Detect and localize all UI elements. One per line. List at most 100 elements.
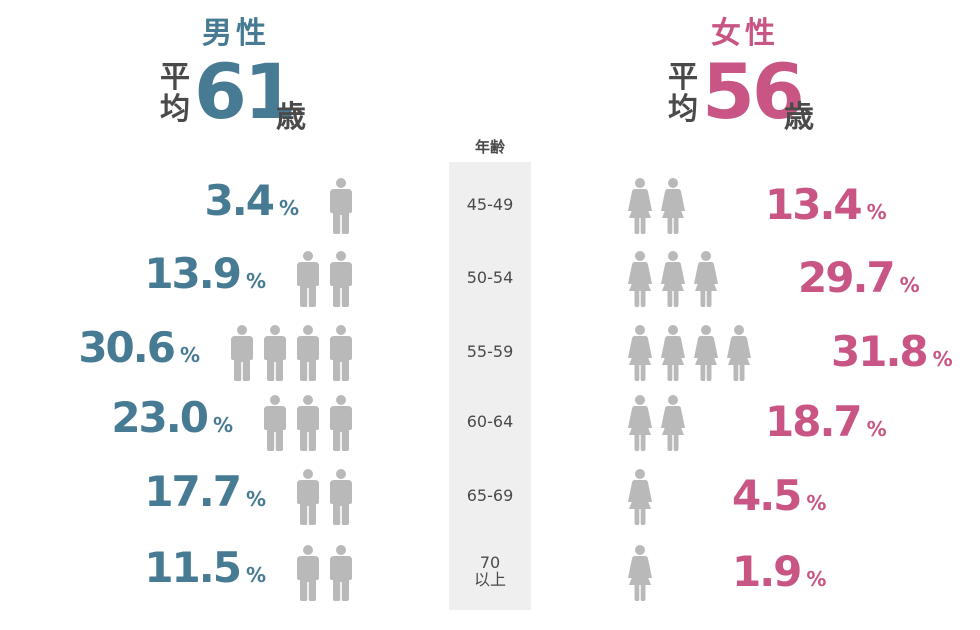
man-icon [297, 325, 319, 381]
percent-sign: % [806, 567, 827, 591]
female-percent-label: 31.8% [831, 331, 953, 380]
percent-sign: % [245, 269, 266, 293]
man-icon [231, 325, 253, 381]
female-percent-value: 18.7 [765, 397, 863, 446]
percent-sign: % [212, 413, 233, 437]
percent-sign: % [278, 196, 299, 220]
male-percent-label: 11.5% [144, 547, 266, 596]
icon-base [297, 325, 319, 381]
male-percent-value: 11.5 [144, 543, 242, 592]
age-label: 65-69 [466, 485, 514, 505]
percent-sign: % [806, 491, 827, 515]
female-percent-value: 13.4 [765, 180, 863, 229]
man-icon [330, 178, 352, 234]
icon-base [297, 395, 319, 451]
icon-base [661, 178, 685, 234]
female-percent-label: 1.9% [732, 551, 826, 600]
female-percent-label: 18.7% [765, 401, 887, 450]
man-icon [330, 251, 352, 307]
age-label: 70 [479, 553, 501, 572]
female-percent-label: 4.5% [732, 475, 826, 524]
female-avg-value: 56 [702, 47, 805, 136]
woman-icon [628, 545, 652, 601]
male-avg-unit: 歳 [276, 100, 306, 135]
icon-base [694, 251, 718, 307]
male-percent-value: 23.0 [111, 393, 209, 442]
icon-base [628, 469, 652, 525]
icon-base [694, 325, 718, 381]
icon-base [330, 545, 352, 601]
man-icon [330, 395, 352, 451]
male-percent-label: 3.4% [205, 180, 299, 229]
woman-icon [628, 251, 652, 307]
percent-sign: % [245, 487, 266, 511]
female-percent-value: 1.9 [732, 547, 802, 596]
icon-base [628, 178, 652, 234]
icon-base [661, 325, 685, 381]
age-column-band [449, 162, 531, 610]
icon-base [297, 251, 319, 307]
male-avg-label-2: 均 [160, 92, 190, 127]
male-avg-value: 61 [194, 47, 297, 136]
icon-base [330, 395, 352, 451]
icon-base [628, 325, 652, 381]
icon-base [628, 395, 652, 451]
icon-base [231, 325, 253, 381]
icon-base [330, 325, 352, 381]
icon-base [330, 469, 352, 525]
female-percent-value: 4.5 [732, 471, 802, 520]
woman-icon [628, 469, 652, 525]
percent-sign: % [899, 273, 920, 297]
female-percent-label: 13.4% [765, 184, 887, 233]
woman-icon [628, 395, 652, 451]
man-icon [297, 395, 319, 451]
female-percent-label: 29.7% [798, 257, 920, 306]
age-label: 50-54 [466, 267, 514, 287]
male-percent-label: 13.9% [144, 253, 266, 302]
female-percent-value: 29.7 [798, 253, 896, 302]
icon-base [297, 469, 319, 525]
age-label: 60-64 [466, 411, 514, 431]
woman-icon [628, 178, 652, 234]
female-avg-label-2: 均 [668, 92, 698, 127]
icon-base [628, 251, 652, 307]
man-icon [297, 545, 319, 601]
woman-icon [694, 251, 718, 307]
woman-icon [661, 251, 685, 307]
male-percent-value: 17.7 [144, 467, 242, 516]
female-avg-unit: 歳 [784, 100, 814, 135]
female-percent-value: 31.8 [831, 327, 929, 376]
male-avg-label-1: 平 [160, 60, 190, 95]
female-avg-label-1: 平 [668, 60, 698, 95]
male-percent-label: 23.0% [111, 397, 233, 446]
woman-icon [727, 325, 751, 381]
age-label: 以上 [473, 570, 506, 589]
icon-base [330, 178, 352, 234]
man-icon [264, 325, 286, 381]
man-icon [297, 251, 319, 307]
male-percent-label: 17.7% [144, 471, 266, 520]
female-title: 女性 [711, 16, 779, 51]
male-percent-value: 30.6 [78, 323, 176, 372]
icon-base [297, 545, 319, 601]
man-icon [264, 395, 286, 451]
percent-sign: % [866, 200, 887, 224]
percent-sign: % [866, 417, 887, 441]
age-label: 45-49 [466, 194, 514, 214]
icon-base [330, 251, 352, 307]
icon-base [661, 251, 685, 307]
icon-base [628, 545, 652, 601]
icon-base [661, 395, 685, 451]
icon-base [264, 325, 286, 381]
male-percent-value: 3.4 [204, 176, 275, 225]
man-icon [330, 545, 352, 601]
percent-sign: % [932, 347, 953, 371]
percent-sign: % [245, 563, 266, 587]
icon-base [727, 325, 751, 381]
woman-icon [694, 325, 718, 381]
woman-icon [661, 395, 685, 451]
age-column-header: 年齢 [474, 138, 505, 156]
icon-base [264, 395, 286, 451]
male-percent-value: 13.9 [144, 249, 242, 298]
